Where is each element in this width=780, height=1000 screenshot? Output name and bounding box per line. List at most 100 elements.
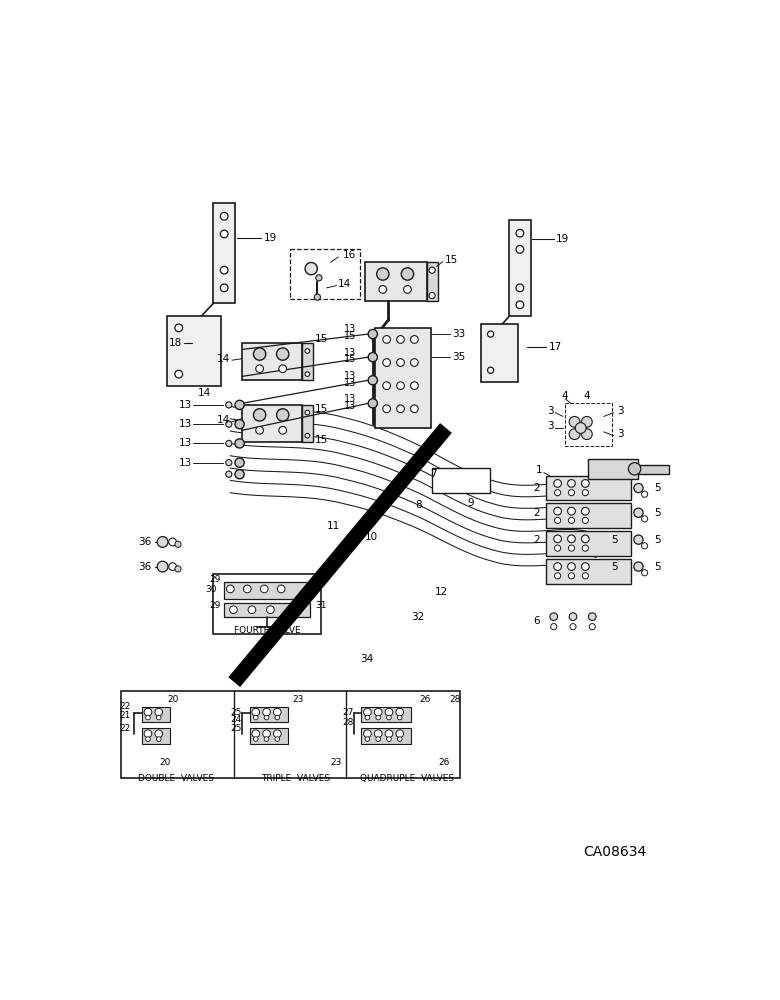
Text: 15: 15: [315, 404, 328, 414]
Text: 1: 1: [536, 465, 542, 475]
Text: 25: 25: [231, 724, 242, 733]
Circle shape: [279, 365, 286, 373]
Circle shape: [368, 376, 378, 385]
Circle shape: [582, 545, 588, 551]
Circle shape: [379, 286, 387, 293]
Circle shape: [581, 563, 589, 570]
Bar: [142, 707, 169, 722]
Bar: [588, 459, 639, 479]
Circle shape: [305, 410, 310, 415]
Circle shape: [235, 470, 244, 479]
Text: 28: 28: [342, 718, 353, 727]
Text: 32: 32: [411, 612, 424, 622]
Circle shape: [641, 516, 647, 522]
Text: 15: 15: [445, 255, 458, 265]
Text: 23: 23: [292, 695, 303, 704]
Circle shape: [263, 730, 271, 738]
Bar: [546, 476, 631, 500]
Circle shape: [316, 275, 322, 281]
Circle shape: [410, 382, 418, 390]
Circle shape: [397, 359, 404, 366]
Text: 13: 13: [344, 394, 356, 404]
Text: 15: 15: [315, 435, 328, 445]
Circle shape: [554, 480, 562, 487]
Text: 29: 29: [210, 575, 221, 584]
Circle shape: [634, 508, 643, 517]
Text: 13: 13: [344, 371, 356, 381]
Text: 9: 9: [467, 498, 474, 508]
Text: 2: 2: [534, 483, 540, 493]
Text: 5: 5: [654, 508, 661, 518]
Text: 34: 34: [360, 654, 373, 664]
Circle shape: [220, 230, 228, 238]
Text: 30: 30: [205, 585, 217, 594]
Circle shape: [429, 292, 435, 299]
Circle shape: [155, 730, 162, 738]
Circle shape: [146, 737, 151, 741]
Circle shape: [144, 730, 152, 738]
Circle shape: [157, 715, 161, 720]
Circle shape: [383, 405, 391, 413]
Circle shape: [582, 490, 588, 496]
Text: 21: 21: [119, 711, 130, 720]
Circle shape: [368, 329, 378, 339]
Circle shape: [220, 266, 228, 274]
Circle shape: [550, 613, 558, 620]
Bar: [167, 316, 221, 386]
Bar: [546, 559, 631, 584]
Circle shape: [569, 573, 575, 579]
Circle shape: [385, 730, 393, 738]
Text: 18: 18: [168, 338, 182, 348]
Circle shape: [248, 606, 256, 614]
Circle shape: [376, 737, 381, 741]
Text: 22: 22: [119, 702, 130, 711]
Bar: [290, 249, 360, 299]
Text: 20: 20: [159, 758, 171, 767]
Circle shape: [157, 737, 161, 741]
Circle shape: [376, 715, 381, 720]
Bar: [361, 707, 410, 722]
Circle shape: [168, 538, 176, 546]
Circle shape: [254, 737, 258, 741]
Text: 33: 33: [452, 329, 466, 339]
Circle shape: [305, 372, 310, 376]
Bar: [509, 220, 530, 316]
Circle shape: [374, 708, 382, 716]
Circle shape: [397, 405, 404, 413]
Bar: [375, 328, 431, 428]
Circle shape: [277, 348, 289, 360]
Circle shape: [365, 737, 370, 741]
Text: 4: 4: [583, 391, 590, 401]
Circle shape: [264, 715, 269, 720]
Text: 2: 2: [534, 508, 540, 518]
Circle shape: [274, 730, 281, 738]
Text: 13: 13: [344, 378, 356, 388]
Bar: [214, 203, 235, 303]
Circle shape: [256, 426, 264, 434]
Circle shape: [555, 573, 561, 579]
Circle shape: [401, 268, 413, 280]
Text: TRIPLE  VALVES: TRIPLE VALVES: [261, 774, 331, 783]
Circle shape: [220, 284, 228, 292]
Circle shape: [158, 561, 168, 572]
Circle shape: [634, 535, 643, 544]
Circle shape: [569, 416, 580, 427]
Circle shape: [554, 507, 562, 515]
Circle shape: [225, 471, 232, 477]
Text: 19: 19: [264, 233, 277, 243]
Circle shape: [235, 400, 244, 410]
Circle shape: [581, 480, 589, 487]
Circle shape: [368, 399, 378, 408]
Bar: [480, 324, 518, 382]
Circle shape: [410, 359, 418, 366]
Bar: [242, 405, 302, 442]
Circle shape: [275, 715, 279, 720]
Circle shape: [278, 585, 285, 593]
Text: 13: 13: [344, 324, 356, 334]
Circle shape: [554, 563, 562, 570]
Bar: [365, 262, 427, 301]
Circle shape: [261, 585, 268, 593]
Circle shape: [555, 490, 561, 496]
Text: 22: 22: [119, 724, 130, 733]
Bar: [250, 707, 288, 722]
